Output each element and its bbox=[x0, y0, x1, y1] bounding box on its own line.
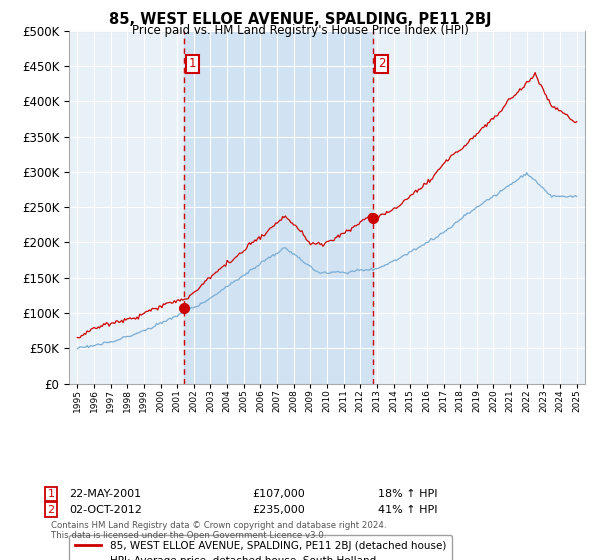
Text: 2: 2 bbox=[378, 58, 385, 71]
Text: 18% ↑ HPI: 18% ↑ HPI bbox=[378, 489, 437, 499]
Text: This data is licensed under the Open Government Licence v3.0.: This data is licensed under the Open Gov… bbox=[51, 531, 326, 540]
Text: Contains HM Land Registry data © Crown copyright and database right 2024.: Contains HM Land Registry data © Crown c… bbox=[51, 521, 386, 530]
Text: £107,000: £107,000 bbox=[252, 489, 305, 499]
Text: 1: 1 bbox=[47, 489, 55, 499]
Text: £235,000: £235,000 bbox=[252, 505, 305, 515]
Text: 2: 2 bbox=[47, 505, 55, 515]
Bar bbox=[184, 31, 373, 384]
Text: 41% ↑ HPI: 41% ↑ HPI bbox=[378, 505, 437, 515]
Text: 22-MAY-2001: 22-MAY-2001 bbox=[69, 489, 141, 499]
Text: 1: 1 bbox=[188, 58, 196, 71]
Legend: 85, WEST ELLOE AVENUE, SPALDING, PE11 2BJ (detached house), HPI: Average price, : 85, WEST ELLOE AVENUE, SPALDING, PE11 2B… bbox=[69, 535, 452, 560]
Text: 85, WEST ELLOE AVENUE, SPALDING, PE11 2BJ: 85, WEST ELLOE AVENUE, SPALDING, PE11 2B… bbox=[109, 12, 491, 27]
Text: Price paid vs. HM Land Registry's House Price Index (HPI): Price paid vs. HM Land Registry's House … bbox=[131, 24, 469, 37]
Text: 02-OCT-2012: 02-OCT-2012 bbox=[69, 505, 142, 515]
